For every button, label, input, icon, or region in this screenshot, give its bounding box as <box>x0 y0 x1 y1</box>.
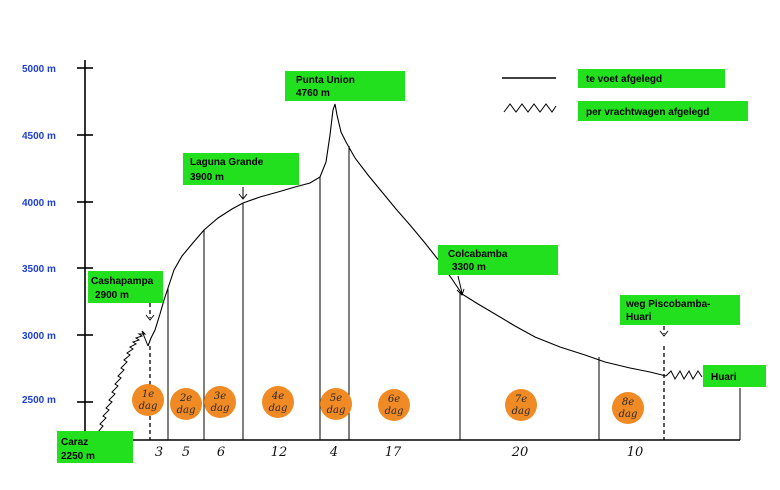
stage-boundaries <box>149 146 665 440</box>
label-caraz: Caraz 2250 m <box>57 431 133 463</box>
label-punta-union-name: Punta Union <box>296 75 355 86</box>
label-laguna-grande-name: Laguna Grande <box>190 157 264 168</box>
day-marker-4: 4e dag <box>262 386 294 418</box>
label-laguna-grande-elev: 3900 m <box>190 172 224 183</box>
label-laguna-grande: Laguna Grande 3900 m <box>183 153 299 200</box>
y-tick-label-3000: 3000 m <box>22 331 56 342</box>
day-marker-5: 5e dag <box>320 388 352 420</box>
label-huari-box <box>703 365 766 387</box>
distance-segment-8: 10 <box>627 445 644 460</box>
label-cashapampa-elev: 2900 m <box>95 290 129 301</box>
day-6-circle <box>378 389 410 421</box>
y-axis-ticks: 5000 m 4500 m 4000 m 3500 m 3000 m 2500 … <box>22 64 93 406</box>
day-1-num: 1e <box>142 389 154 400</box>
distance-segment-6: 17 <box>385 445 402 460</box>
y-tick-label-2500: 2500 m <box>22 395 56 406</box>
colcabamba-arrow-head <box>456 288 465 296</box>
day-5-num: 5e <box>330 393 342 404</box>
label-colcabamba: Colcabamba 3300 m <box>438 245 558 296</box>
label-colcabamba-elev: 3300 m <box>452 262 486 273</box>
weg-arrow-head <box>659 330 669 337</box>
label-weg-line1: weg Piscobamba- <box>625 299 710 310</box>
label-caraz-elev: 2250 m <box>61 451 95 462</box>
day-marker-8: 8e dag <box>612 392 644 424</box>
day-8-num: 8e <box>622 397 634 408</box>
day-2-num: 2e <box>179 393 192 404</box>
colcabamba-arrow-shaft <box>457 275 463 294</box>
distance-segment-7: 20 <box>511 445 529 460</box>
label-weg-line2: Huari <box>626 312 652 323</box>
truck-route-weg-huari <box>665 369 703 381</box>
label-colcabamba-name: Colcabamba <box>448 249 508 260</box>
day-3-circle <box>204 386 236 418</box>
legend-walk-label: te voet afgelegd <box>586 74 662 85</box>
day-marker-6: 6e dag <box>378 389 410 421</box>
distance-segment-2: 5 <box>182 445 190 460</box>
label-laguna-grande-box <box>183 153 299 185</box>
label-weg-box <box>620 295 740 325</box>
day-4-word: dag <box>269 403 288 414</box>
label-caraz-name: Caraz <box>61 437 88 448</box>
day-markers: 1e dag 2e dag 3e dag 4e dag 5e dag 6e da… <box>132 384 644 424</box>
day-1-word: dag <box>139 401 158 412</box>
walking-route-profile <box>147 103 667 377</box>
day-marker-1: 1e dag <box>132 384 164 416</box>
day-7-num: 7e <box>515 394 527 405</box>
legend: te voet afgelegd per vrachtwagen afgeleg… <box>502 69 748 121</box>
legend-truck-box <box>578 101 748 121</box>
day-marker-7: 7e dag <box>505 389 537 421</box>
day-8-word: dag <box>619 409 638 420</box>
day-marker-2: 2e dag <box>170 388 202 420</box>
y-tick-label-4500: 4500 m <box>22 131 56 142</box>
label-huari-name: Huari <box>711 372 737 383</box>
laguna-arrow-head <box>238 193 248 200</box>
cashapampa-arrow-head <box>145 314 155 321</box>
day-7-circle <box>505 389 537 421</box>
day-4-num: 4e <box>271 391 284 402</box>
label-cashapampa: Cashapampa 2900 m <box>88 271 163 321</box>
label-colcabamba-box <box>438 245 558 275</box>
label-punta-union: Punta Union 4760 m <box>285 71 405 101</box>
y-tick-label-4000: 4000 m <box>22 198 56 209</box>
legend-truck-label: per vrachtwagen afgelegd <box>586 107 709 118</box>
day-3-word: dag <box>211 403 230 414</box>
legend-walk-box <box>578 69 725 88</box>
segment-distances: 3 5 6 12 4 17 20 10 <box>155 445 643 460</box>
distance-segment-3: 6 <box>217 445 225 460</box>
distance-segment-1: 3 <box>155 445 163 460</box>
legend-truck-zigzag <box>503 103 557 113</box>
day-7-word: dag <box>512 406 531 417</box>
day-6-word: dag <box>385 406 404 417</box>
day-3-num: 3e <box>214 391 226 402</box>
y-tick-label-5000: 5000 m <box>22 64 56 75</box>
day-6-num: 6e <box>388 394 400 405</box>
label-punta-union-elev: 4760 m <box>296 88 330 99</box>
label-weg-piscobamba-huari: weg Piscobamba- Huari <box>620 295 740 337</box>
truck-route-caraz-cashapampa <box>97 330 149 433</box>
day-2-word: dag <box>177 405 196 416</box>
day-2-circle <box>170 388 202 420</box>
y-tick-label-3500: 3500 m <box>22 264 56 275</box>
label-caraz-box <box>57 431 133 463</box>
label-huari: Huari <box>703 365 766 387</box>
distance-segment-4: 12 <box>271 445 288 460</box>
label-cashapampa-box <box>88 271 163 303</box>
day-4-circle <box>262 386 294 418</box>
day-8-circle <box>612 392 644 424</box>
distance-segment-5: 4 <box>329 445 338 460</box>
day-5-word: dag <box>327 405 346 416</box>
label-punta-union-box <box>285 71 405 101</box>
day-5-circle <box>320 388 352 420</box>
day-1-circle <box>132 384 164 416</box>
day-marker-3: 3e dag <box>204 386 236 418</box>
label-cashapampa-name: Cashapampa <box>91 276 154 287</box>
